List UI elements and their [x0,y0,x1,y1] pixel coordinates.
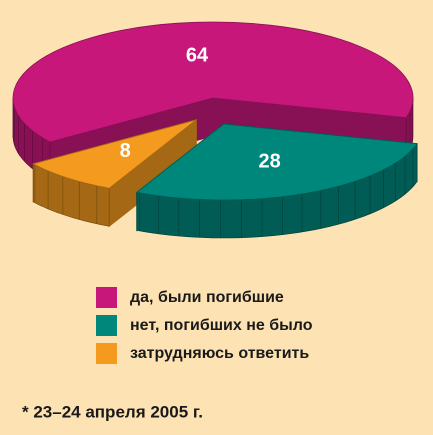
slice [32,119,197,189]
data-label: 28 [258,150,280,172]
data-label: 8 [120,140,131,162]
legend-label: да, были погибшие [130,289,284,306]
footnote: * 23–24 апреля 2005 г. [22,402,203,421]
slice [12,21,414,143]
data-label: 64 [186,44,209,66]
legend-swatch [96,343,117,364]
slice [135,123,418,201]
legend-swatch [96,315,117,336]
legend-swatch [96,287,117,308]
legend-label: нет, погибших не было [130,317,313,334]
legend-label: затрудняюсь ответить [130,345,309,362]
